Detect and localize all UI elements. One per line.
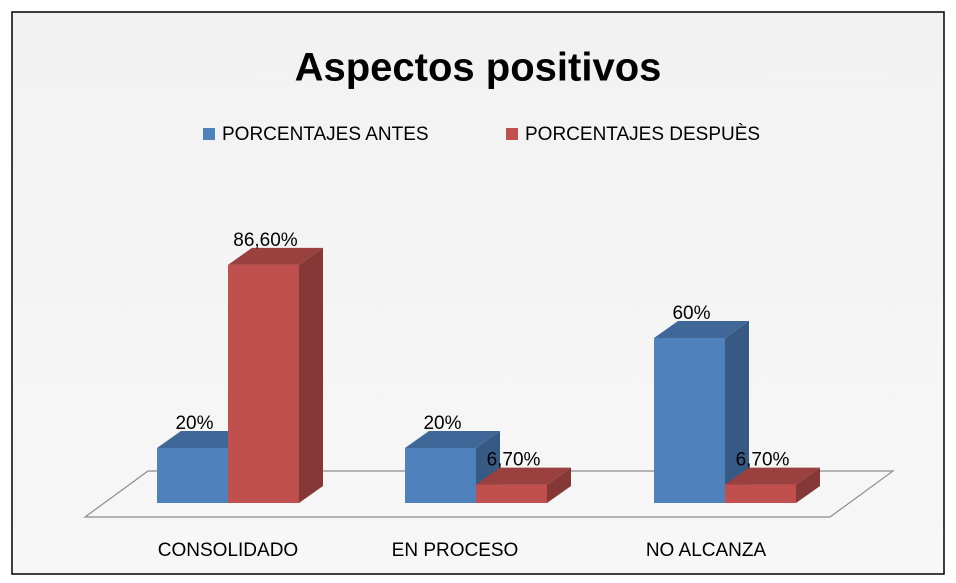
bar-top xyxy=(476,467,571,485)
bar xyxy=(476,484,547,503)
data-label: 6,70% xyxy=(736,450,790,471)
data-label: 60% xyxy=(672,303,710,324)
bar-side xyxy=(796,467,820,503)
legend-swatch xyxy=(506,128,518,140)
bar-top xyxy=(405,431,500,448)
chart-title: Aspectos positivos xyxy=(295,46,662,90)
bar xyxy=(157,448,228,503)
data-label: 86,60% xyxy=(233,230,298,251)
bar-side xyxy=(725,321,749,503)
x-tick-label: NO ALCANZA xyxy=(646,540,767,561)
x-tick-label: EN PROCESO xyxy=(392,540,519,561)
bar-side xyxy=(299,247,323,503)
data-label: 20% xyxy=(175,413,213,434)
floor xyxy=(83,470,895,518)
bar-top xyxy=(228,247,323,265)
legend-label: PORCENTAJES ANTES xyxy=(222,124,429,145)
bar-top xyxy=(654,321,749,338)
bar-side xyxy=(547,467,571,503)
data-label: 20% xyxy=(423,413,461,434)
legend-swatch xyxy=(203,128,215,140)
bar-top xyxy=(725,467,820,485)
data-label: 6,70% xyxy=(487,450,541,471)
legend-label: PORCENTAJES DESPUÈS xyxy=(525,124,760,145)
bar xyxy=(725,484,796,503)
bar xyxy=(228,264,299,503)
x-tick-label: CONSOLIDADO xyxy=(158,540,298,561)
bar xyxy=(405,448,476,503)
bar xyxy=(654,338,725,503)
